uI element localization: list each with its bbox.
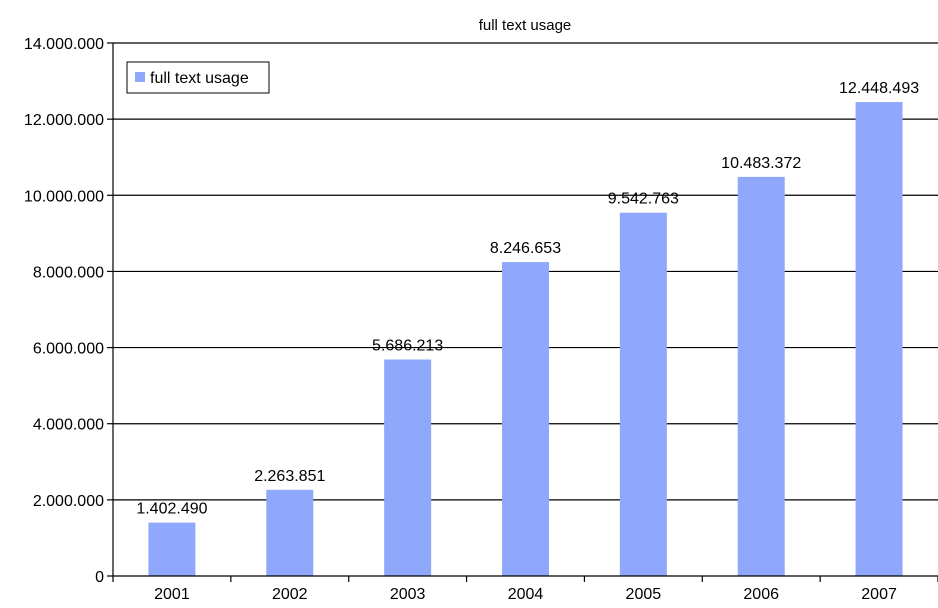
x-tick-label-2007: 2007 — [861, 586, 897, 603]
bar-2002 — [266, 489, 314, 576]
bar-2007 — [855, 102, 903, 576]
y-tick-label: 10.000.000 — [24, 188, 104, 205]
x-tick-label-2002: 2002 — [272, 586, 308, 603]
x-tick-label-2003: 2003 — [390, 586, 426, 603]
bar-2004 — [502, 262, 549, 576]
data-label-2001: 1.402.490 — [136, 501, 207, 518]
y-tick-label: 4.000.000 — [33, 417, 104, 434]
data-label-2005: 9.542.763 — [608, 191, 679, 208]
y-tick-label: 14.000.000 — [24, 36, 104, 53]
y-tick-label: 12.000.000 — [24, 112, 104, 129]
bar-2003 — [384, 359, 432, 576]
data-label-2006: 10.483.372 — [721, 155, 801, 172]
bar-2005 — [619, 212, 667, 577]
data-label-2007: 12.448.493 — [839, 80, 919, 97]
legend-swatch — [135, 72, 145, 82]
y-tick-label: 8.000.000 — [33, 264, 104, 281]
bars — [148, 102, 903, 577]
data-label-2003: 5.686.213 — [372, 338, 443, 355]
y-tick-label: 2.000.000 — [33, 493, 104, 510]
legend: full text usage — [126, 61, 270, 94]
data-label-2004: 8.246.653 — [490, 240, 561, 257]
bar-2001 — [148, 522, 196, 576]
x-tick-label-2001: 2001 — [154, 586, 190, 603]
axes: 0 2.000.000 4.000.000 6.000.000 8.000.000 10.… — [24, 36, 938, 603]
chart-title: full text usage — [479, 17, 572, 34]
data-label-2002: 2.263.851 — [254, 468, 325, 485]
bar-2006 — [737, 176, 785, 576]
legend-box — [126, 61, 270, 94]
legend-label: full text usage — [150, 70, 249, 87]
y-tick-label: 0 — [95, 569, 104, 586]
x-tick-label-2004: 2004 — [508, 586, 544, 603]
x-tick-label-2006: 2006 — [743, 586, 779, 603]
x-tick-label-2005: 2005 — [626, 586, 662, 603]
y-tick-label: 6.000.000 — [33, 341, 104, 358]
data-labels: 1.402.490 2.263.851 5.686.213 8.246.653 9.54… — [136, 80, 919, 518]
